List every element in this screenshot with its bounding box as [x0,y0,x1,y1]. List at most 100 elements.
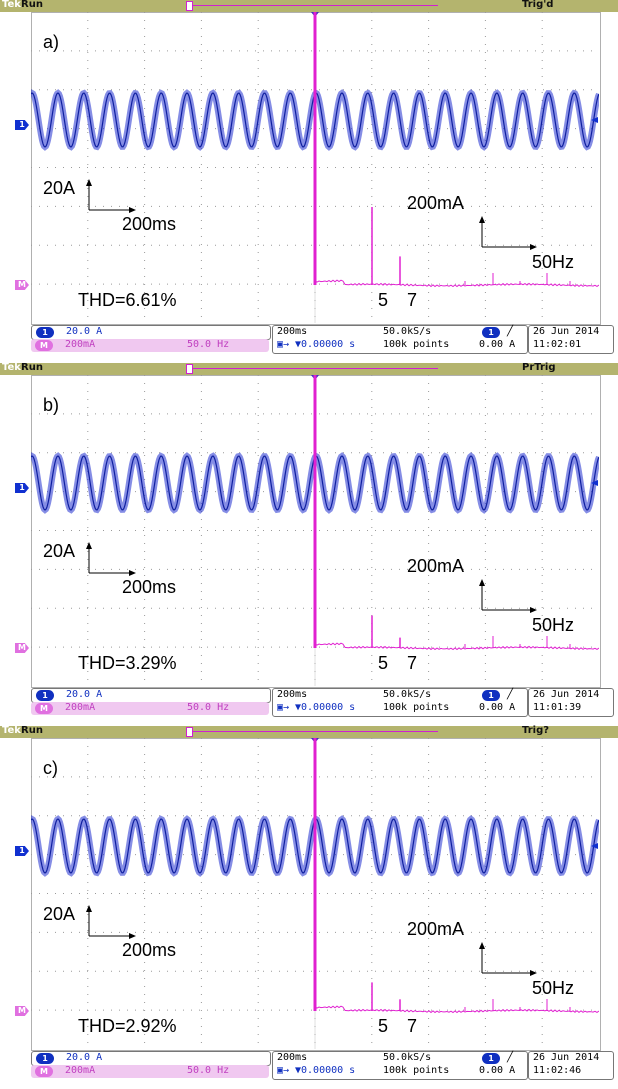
left-rail [0,375,31,686]
harmonic-5-label: 5 [378,1016,389,1036]
trigger-source-badge: 1 [482,327,500,338]
trigger-level-arrow [591,117,598,123]
trigger-position: ▼0.00000 s [295,702,356,713]
date: 26 Jun 2014 [533,1052,600,1063]
harmonic-5-label: 5 [378,653,389,673]
date: 26 Jun 2014 [533,326,600,337]
horizontal-settings[interactable]: 200ms 50.0kS/s ▣→ ▼0.00000 s 100k points 1 ╱ 0.… [272,1051,528,1080]
horizontal-settings[interactable]: 200ms 50.0kS/s ▣→ ▼0.00000 s 100k points 1 ╱ 0.… [272,688,528,717]
panel-label: c) [43,758,58,778]
graticule-dots [31,738,592,1043]
fft-scale-label: 200mA [407,193,465,213]
ch1-settings[interactable]: 1 20.0 A [31,1051,271,1066]
run-state: Run [21,362,43,373]
sample-rate: 50.0kS/s [383,326,432,337]
trigger-level: 0.00 A [479,339,516,350]
ch1-scale-label: 20A [43,541,76,561]
run-state: Run [21,725,43,736]
sample-rate: 50.0kS/s [383,689,432,700]
run-state: Run [21,0,43,10]
thd-label: THD=3.29% [78,653,177,673]
ch1-settings[interactable]: 1 20.0 A [31,688,271,703]
trigger-level-arrow [591,480,598,486]
rising-edge-icon: ╱ [507,1052,514,1063]
trigger-state: Trig? [522,725,550,736]
brand-label: Tek [2,725,21,736]
status-bar: 1 20.0 A M 200mA 50.0 Hz 200ms 50.0kS/s ▣→ ▼0.00… [31,1051,614,1081]
trigger-level-arrow [591,843,598,849]
brand-label: Tek [2,0,21,10]
ch1-ground-marker[interactable]: 1 [15,846,29,856]
thd-label: THD=2.92% [78,1016,177,1036]
math-freq: 50.0 Hz [187,1065,230,1076]
brand-label: Tek [2,362,21,373]
trigger-pos-icon: ▣→ [277,339,290,350]
trigger-position: ▼0.00000 s [295,1065,356,1076]
rising-edge-icon: ╱ [507,689,514,700]
math-fft-trace [314,642,599,651]
ch1-badge: 1 [36,327,54,338]
math-settings[interactable]: M 200mA 50.0 Hz [31,1065,269,1078]
datetime: 26 Jun 2014 11:02:46 [528,1051,614,1080]
math-settings[interactable]: M 200mA 50.0 Hz [31,339,269,352]
record-position-bar [186,368,438,369]
record-position-bar [186,731,438,732]
timebase: 200ms [277,1052,308,1063]
record-position-marker [186,364,193,374]
math-ground-marker[interactable]: M [15,280,29,290]
math-ground-marker[interactable]: M [15,643,29,653]
math-ground-marker[interactable]: M [15,1006,29,1016]
graticule-dots [31,12,592,317]
math-scale: 200mA [65,702,96,713]
record-position-bar [186,5,438,6]
top-status-bar: Tek Run PrTrig [0,362,618,375]
harmonic-7-label: 7 [407,290,418,310]
scope-plot [31,12,599,323]
trigger-state: Trig'd [522,0,554,10]
datetime: 26 Jun 2014 11:01:39 [528,688,614,717]
record-position-marker [186,1,193,11]
ch1-scale: 20.0 A [66,326,103,337]
trigger-pos-icon: ▣→ [277,702,290,713]
ch1-settings[interactable]: 1 20.0 A [31,325,271,340]
trigger-source-badge: 1 [482,690,500,701]
ch1-ground-marker[interactable]: 1 [15,120,29,130]
scope-plot [31,738,599,1049]
trigger-state: PrTrig [522,362,556,373]
rising-edge-icon: ╱ [507,326,514,337]
fft-freq-label: 50Hz [532,252,575,272]
sample-rate: 50.0kS/s [383,1052,432,1063]
ch1-badge: 1 [36,690,54,701]
timebase: 200ms [277,689,308,700]
harmonic-7-label: 7 [407,653,418,673]
thd-label: THD=6.61% [78,290,177,310]
ch1-ground-marker[interactable]: 1 [15,483,29,493]
horizontal-settings[interactable]: 200ms 50.0kS/s ▣→ ▼0.00000 s 100k points 1 ╱ 0.… [272,325,528,354]
math-scale: 200mA [65,339,96,350]
math-freq: 50.0 Hz [187,339,230,350]
math-settings[interactable]: M 200mA 50.0 Hz [31,702,269,715]
top-status-bar: Tek Run Trig? [0,725,618,738]
ch1-scale: 20.0 A [66,1052,103,1063]
top-status-bar: Tek Run Trig'd [0,0,618,12]
record-length: 100k points [383,702,450,713]
timebase: 200ms [277,326,308,337]
math-badge: M [35,703,53,714]
panel-label: a) [43,32,60,52]
panel-label: b) [43,395,60,415]
math-scale: 200mA [65,1065,96,1076]
time-scale-label: 200ms [122,214,177,234]
fft-scale-label: 200mA [407,919,465,939]
trigger-pos-icon: ▣→ [277,1065,290,1076]
trigger-level: 0.00 A [479,1065,516,1076]
math-fft-trace [314,279,599,288]
fft-scale-label: 200mA [407,556,465,576]
time-scale-label: 200ms [122,577,177,597]
record-length: 100k points [383,1065,450,1076]
record-position-marker [186,727,193,737]
time: 11:02:01 [533,339,582,350]
ch1-scale-label: 20A [43,904,76,924]
